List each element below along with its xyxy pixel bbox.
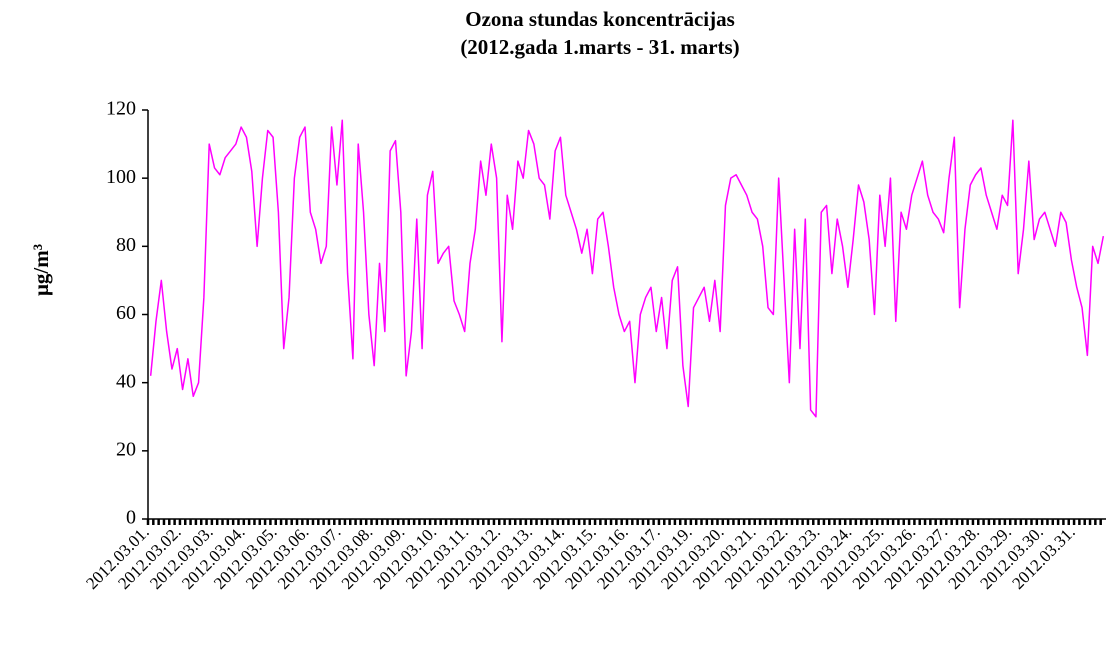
y-tick-label: 20 <box>116 438 136 460</box>
y-tick-label: 80 <box>116 234 136 256</box>
chart-subtitle: (2012.gada 1.marts - 31. marts) <box>460 35 739 59</box>
chart-title: Ozona stundas koncentrācijas <box>465 7 735 31</box>
data-line <box>149 119 1105 418</box>
y-tick-label: 120 <box>106 98 136 120</box>
y-tick-label: 40 <box>116 370 136 392</box>
y-tick-label: 100 <box>106 166 136 188</box>
y-axis-label: μg/m³ <box>29 244 53 296</box>
y-tick-label: 60 <box>116 302 136 324</box>
y-tick-label: 0 <box>126 507 136 529</box>
